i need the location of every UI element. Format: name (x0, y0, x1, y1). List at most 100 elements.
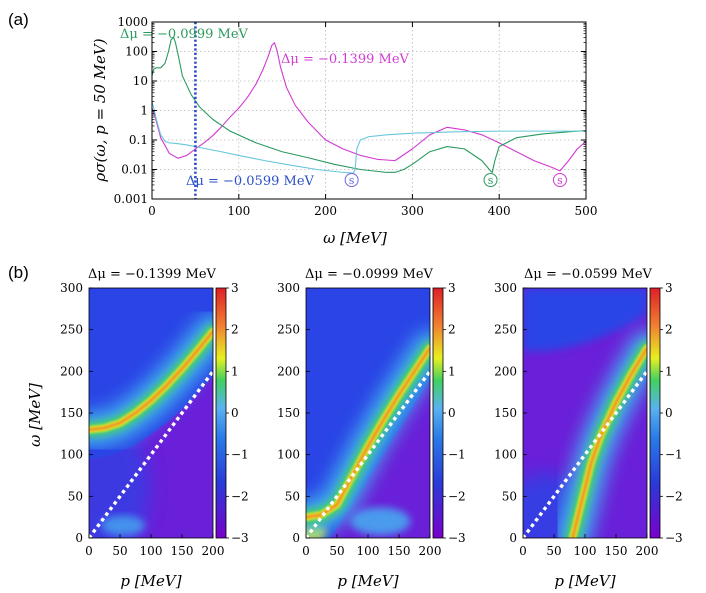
y-tick-label: 100 (277, 448, 300, 462)
s-marker-label: s (557, 174, 563, 187)
y-tick-label: 300 (60, 281, 83, 295)
x-tick-label: 50 (329, 544, 344, 558)
colorbar-tick-label: 3 (231, 281, 239, 295)
heatmap-title-1: Δμ = −0.1399 MeV (88, 267, 217, 282)
x-tick-label: 150 (605, 544, 628, 558)
heatmap-x-axis-label-2: p [MeV] (337, 572, 398, 590)
s-marker-circle (552, 173, 567, 187)
y-tick-label: 200 (494, 364, 517, 378)
heatmap-body (89, 288, 213, 538)
heatmap-title-3: Δμ = −0.0599 MeV (524, 267, 653, 282)
y-tick-label: 50 (502, 489, 517, 503)
colorbar-tick-label: −3 (665, 531, 683, 545)
x-tick-label: 200 (202, 544, 225, 558)
y-tick-label: 150 (494, 406, 517, 420)
x-tick-label: 100 (574, 544, 597, 558)
y-tick-label: 0 (75, 531, 83, 545)
panel-b-label: (b) (8, 263, 29, 282)
y-tick-label: 250 (60, 323, 83, 337)
y-tick-label: 300 (277, 281, 300, 295)
s-marker-label: s (488, 174, 494, 187)
line-plot: 0 100 200 300 400 500 0.001 0.01 0.1 1 10 100 1000 ω… (91, 15, 597, 247)
colorbar-tick-label: 1 (665, 364, 673, 378)
colorbar-tick-label: −1 (448, 448, 466, 462)
heatmap-y-axis-label: ω [MeV] (26, 383, 44, 447)
ridge-core (571, 346, 647, 538)
colorbar-tick-label: 2 (231, 323, 239, 337)
y-tick-label: 0.001 (114, 192, 148, 206)
heatmap-region (89, 418, 150, 538)
y-tick-label: 50 (285, 489, 300, 503)
y-tick-label: 50 (68, 489, 83, 503)
axis-ticks: 0 100 200 300 400 500 0.001 0.01 0.1 1 10 100 1000 (114, 15, 598, 218)
colorbar-tick-label: −3 (231, 531, 249, 545)
x-tick-label: 0 (148, 204, 156, 218)
annotation-green: Δμ = −0.0999 MeV (120, 27, 249, 42)
y-tick-label: 100 (60, 448, 83, 462)
s-marker-label: s (349, 174, 355, 187)
series-line-1 (152, 42, 586, 172)
x-tick-label: 150 (171, 544, 194, 558)
heatmap-3: 0 50 100 150 200 250 300 0 50 100 150 200 3 2 1 0 −1 −2 −3 (494, 281, 683, 558)
colorbar (432, 287, 444, 539)
colorbar-tick-label: −1 (665, 448, 683, 462)
panel-a-label: (a) (8, 10, 29, 29)
x-tick-label: 0 (302, 544, 310, 558)
x-tick-label: 0 (519, 544, 527, 558)
series-lines (152, 22, 586, 199)
y-tick-label: 0.1 (129, 133, 148, 147)
x-tick-label: 0 (85, 544, 93, 558)
colorbar-tick-label: −2 (231, 489, 249, 503)
heatmap-title-2: Δμ = −0.0999 MeV (305, 267, 434, 282)
heatmap-body (523, 288, 647, 538)
colorbar-tick-label: 2 (448, 323, 456, 337)
x-tick-label: 200 (636, 544, 659, 558)
series-line-2 (152, 36, 586, 173)
x-tick-label: 50 (112, 544, 127, 558)
annotation-magenta: Δμ = −0.1399 MeV (281, 52, 410, 67)
y-tick-label: 10 (133, 74, 148, 88)
y-tick-label: 1000 (117, 15, 148, 29)
ridge-core (306, 346, 430, 519)
x-tick-label: 500 (575, 204, 598, 218)
colorbar (215, 287, 227, 539)
s-marker-circle (483, 173, 498, 187)
y-tick-label: 0.01 (121, 163, 148, 177)
ridge-core (89, 330, 213, 431)
colorbar-tick-label: −3 (448, 531, 466, 545)
y-tick-label: 150 (277, 406, 300, 420)
colorbar-tick-label: 1 (231, 364, 239, 378)
x-tick-label: 50 (546, 544, 561, 558)
colorbar-tick-label: 1 (448, 364, 456, 378)
grid (152, 22, 586, 199)
x-axis-label: ω [MeV] (323, 229, 387, 247)
y-tick-label: 250 (494, 323, 517, 337)
y-tick-label: 0 (509, 531, 517, 545)
colorbar-tick-label: −2 (448, 489, 466, 503)
x-tick-label: 300 (401, 204, 424, 218)
heatmap-2: 0 50 100 150 200 250 300 0 50 100 150 200 3 2 1 0 −1 −2 −3 (277, 281, 466, 558)
x-tick-label: 400 (488, 204, 511, 218)
y-tick-label: 250 (277, 323, 300, 337)
y-tick-label: 300 (494, 281, 517, 295)
heatmap-spot (350, 507, 411, 536)
heatmap-x-axis-label-1: p [MeV] (120, 572, 181, 590)
heatmap-x-axis-label-3: p [MeV] (554, 572, 615, 590)
colorbar-tick-label: 2 (665, 323, 673, 337)
heatmap-body (306, 288, 430, 538)
y-tick-label: 100 (494, 448, 517, 462)
colorbar-tick-label: 0 (665, 406, 673, 420)
series-line-3 (152, 101, 586, 174)
y-tick-label: 0 (292, 531, 300, 545)
x-tick-label: 100 (227, 204, 250, 218)
heatmap-region (523, 288, 647, 352)
annotation-blue: Δμ = −0.0599 MeV (186, 174, 315, 189)
x-tick-label: 150 (388, 544, 411, 558)
colorbar-tick-label: −2 (665, 489, 683, 503)
x-tick-label: 100 (357, 544, 380, 558)
x-tick-label: 200 (314, 204, 337, 218)
colorbar-tick-label: −1 (231, 448, 249, 462)
x-tick-label: 100 (140, 544, 163, 558)
